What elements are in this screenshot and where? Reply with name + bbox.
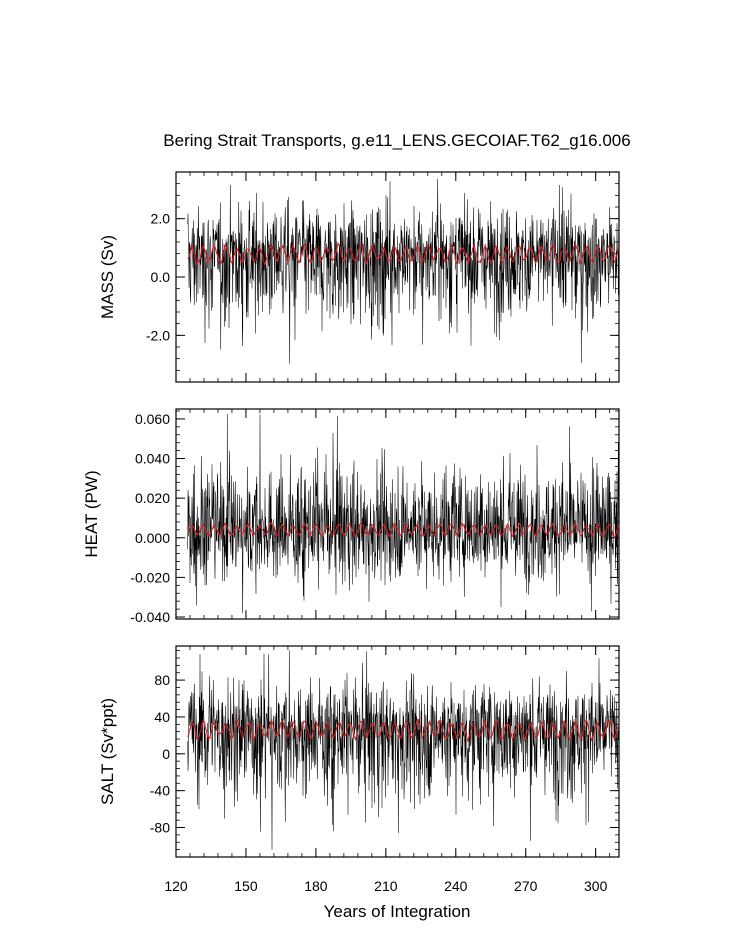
y-tick-label: 0 — [162, 746, 170, 762]
y-axis-label: MASS (Sv) — [98, 235, 117, 319]
chart-title: Bering Strait Transports, g.e11_LENS.GEC… — [163, 131, 630, 150]
y-tick-label: 0.060 — [135, 411, 170, 427]
y-tick-label: 0.000 — [135, 530, 170, 546]
x-tick-label: 240 — [444, 878, 468, 894]
annual-series-line — [187, 242, 620, 266]
y-tick-label: 80 — [154, 672, 170, 688]
y-tick-label: -0.040 — [130, 609, 170, 625]
y-tick-label: 0.020 — [135, 490, 170, 506]
panels-group: -2.0 0.0 2.0 MASS (Sv) -0.040 -0.020 0.000 0.02… — [82, 171, 620, 894]
monthly-series-line — [187, 650, 620, 850]
y-tick-label: -2.0 — [146, 327, 170, 343]
y-tick-label: 40 — [154, 709, 170, 725]
y-tick-label: 0.040 — [135, 451, 170, 467]
y-tick-label: 2.0 — [151, 211, 171, 227]
monthly-series-line — [187, 178, 620, 364]
y-axis-label: HEAT (PW) — [82, 470, 101, 557]
y-tick-label: -0.020 — [130, 569, 170, 585]
y-tick-label: 0.0 — [151, 269, 171, 285]
y-axis-label: SALT (Sv*ppt) — [98, 698, 117, 805]
x-tick-label: 300 — [584, 878, 608, 894]
x-tick-label: 270 — [514, 878, 538, 894]
x-tick-label: 120 — [164, 878, 188, 894]
panel-2: -0.040 -0.020 0.000 0.020 0.040 0.060 HEAT (PW… — [82, 408, 620, 625]
x-tick-label: 150 — [234, 878, 258, 894]
annual-series-line — [187, 718, 620, 743]
y-tick-label: -40 — [150, 783, 170, 799]
y-tick-label: -80 — [150, 820, 170, 836]
monthly-series-line — [187, 414, 620, 614]
x-tick-label: 210 — [374, 878, 398, 894]
panel-3: -80 -40 0 40 80 SALT (Sv*ppt) — [98, 645, 620, 858]
panel-1: -2.0 0.0 2.0 MASS (Sv) — [98, 171, 620, 383]
x-tick-label: 180 — [304, 878, 328, 894]
x-axis-label: Years of Integration — [324, 902, 471, 921]
annual-series-line — [187, 521, 620, 538]
